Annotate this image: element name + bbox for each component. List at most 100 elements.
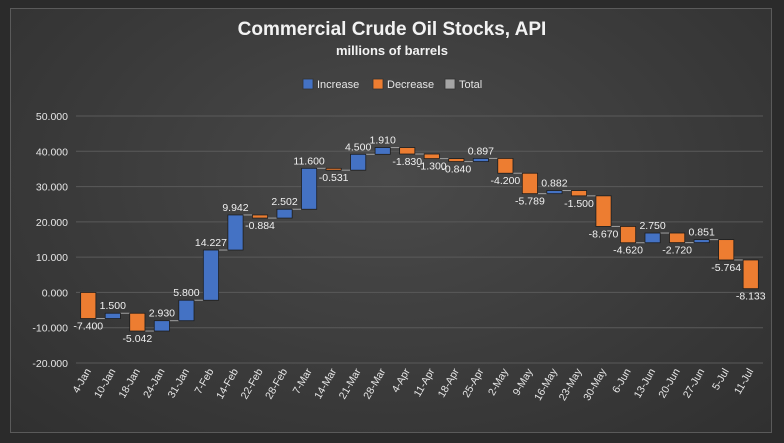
x-tick-label: 11-Jul	[732, 367, 756, 397]
waterfall-bar-decrease	[570, 190, 587, 197]
x-tick-label: 28-Feb	[263, 366, 290, 401]
y-tick-label: 10.000	[36, 252, 68, 264]
x-tick-label: 4-Jan	[70, 366, 94, 395]
waterfall-bar-increase	[350, 153, 367, 171]
data-label: -1.300	[417, 161, 447, 173]
data-label: -8.133	[736, 291, 766, 303]
legend-label-increase: Increase	[317, 79, 359, 91]
x-tick-label: 14-Feb	[214, 366, 241, 401]
chart-title: Commercial Crude Oil Stocks, API	[238, 19, 547, 40]
data-label: 1.500	[100, 300, 126, 312]
waterfall-bar-decrease	[80, 292, 97, 319]
data-label: 2.502	[271, 196, 297, 208]
waterfall-bar-increase	[153, 320, 170, 332]
x-tick-label: 31-Jan	[166, 366, 193, 400]
x-tick-label: 10-Jan	[92, 366, 119, 400]
y-tick-label: 30.000	[36, 182, 68, 194]
data-label: -1.500	[564, 198, 594, 210]
x-tick-label: 18-Jan	[116, 366, 143, 400]
x-tick-label: 7-Mar	[291, 366, 315, 396]
legend-swatch-increase	[302, 78, 314, 90]
data-label: -0.531	[319, 172, 349, 184]
waterfall-bar-decrease	[399, 147, 416, 155]
waterfall-bar-decrease	[669, 232, 686, 244]
x-tick-label: 9-May	[511, 366, 536, 398]
y-tick-label: -20.000	[32, 358, 68, 370]
waterfall-bar-increase	[693, 239, 710, 244]
waterfall-bar-increase	[472, 158, 489, 162]
y-tick-label: 40.000	[36, 146, 68, 158]
x-tick-label: 6-Jun	[610, 366, 634, 395]
x-tick-label: 5-Jul	[710, 367, 732, 393]
data-label: -8.670	[589, 228, 619, 240]
y-tick-label: 50.000	[36, 111, 68, 123]
x-tick-label: 25-Apr	[460, 366, 486, 400]
waterfall-bar-decrease	[595, 195, 612, 227]
waterfall-bar-increase	[276, 208, 293, 219]
data-label: 4.500	[345, 141, 371, 153]
data-label: -0.840	[441, 164, 471, 176]
y-tick-label: -10.000	[32, 323, 68, 335]
legend-swatch-total	[444, 78, 456, 90]
data-label: 2.750	[639, 220, 665, 232]
chart-area: Commercial Crude Oil Stocks, API million…	[10, 8, 772, 433]
legend-label-decrease: Decrease	[387, 79, 434, 91]
x-tick-label: 2-May	[486, 366, 511, 398]
x-tick-label: 21-Mar	[337, 366, 364, 401]
waterfall-bar-increase	[202, 249, 219, 301]
waterfall-bar-decrease	[620, 226, 637, 244]
data-label: -0.884	[245, 220, 275, 232]
x-tick-label: 13-Jun	[632, 366, 659, 400]
x-tick-label: 11-Apr	[412, 366, 438, 399]
data-label: 1.910	[370, 135, 396, 147]
data-label: -7.400	[73, 321, 103, 333]
x-tick-label: 27-Jun	[681, 366, 708, 400]
data-label: 11.600	[293, 155, 324, 167]
waterfall-bar-decrease	[448, 158, 465, 162]
x-tick-label: 14-Mar	[312, 366, 339, 401]
data-label: 9.942	[222, 202, 248, 214]
data-label: 0.897	[468, 145, 494, 157]
data-label: -2.720	[662, 245, 692, 257]
waterfall-bar-increase	[644, 232, 661, 244]
x-tick-label: 24-Jan	[141, 366, 168, 400]
x-tick-label: 28-Mar	[361, 366, 388, 401]
data-label: -5.042	[122, 333, 152, 345]
data-label: 0.851	[689, 227, 715, 239]
waterfall-bar-decrease	[742, 259, 759, 290]
x-tick-label: 4-Apr	[390, 366, 413, 395]
x-tick-label: 18-Apr	[436, 366, 462, 400]
data-label: -1.830	[392, 156, 422, 168]
data-label: 14.227	[195, 237, 227, 249]
waterfall-bar-increase	[227, 214, 244, 251]
waterfall-bar-increase	[178, 299, 195, 322]
y-tick-label: 20.000	[36, 217, 68, 229]
legend-label-total: Total	[459, 79, 482, 91]
x-tick-label: 20-Jun	[656, 366, 683, 400]
waterfall-bar-increase	[104, 312, 121, 319]
legend: Increase Decrease Total	[302, 78, 482, 91]
waterfall-bar-decrease	[325, 167, 342, 171]
x-tick-label: 7-Feb	[192, 366, 216, 396]
chart-subtitle: millions of barrels	[336, 43, 448, 58]
waterfall-chart: Commercial Crude Oil Stocks, API million…	[32, 19, 766, 403]
waterfall-bar-decrease	[252, 214, 269, 219]
x-tick-label: 22-Feb	[239, 366, 266, 401]
y-tick-label: 0.000	[42, 287, 68, 299]
waterfall-bar-increase	[301, 167, 318, 210]
waterfall-bar-increase	[374, 147, 391, 155]
data-label: -5.764	[711, 262, 741, 274]
waterfall-bar-decrease	[423, 153, 440, 160]
legend-swatch-decrease	[372, 78, 384, 90]
data-label: 2.930	[149, 308, 175, 320]
waterfall-bar-increase	[546, 190, 563, 195]
data-label: -5.789	[515, 196, 545, 208]
waterfall-bar-decrease	[718, 239, 735, 261]
data-label: -4.200	[490, 175, 520, 187]
data-label: 5.800	[173, 287, 199, 299]
waterfall-bar-decrease	[497, 158, 514, 174]
data-label: -4.620	[613, 245, 643, 257]
waterfall-bar-decrease	[129, 312, 146, 332]
x-tick-label: 30-May	[581, 366, 609, 403]
waterfall-bar-decrease	[521, 172, 538, 195]
